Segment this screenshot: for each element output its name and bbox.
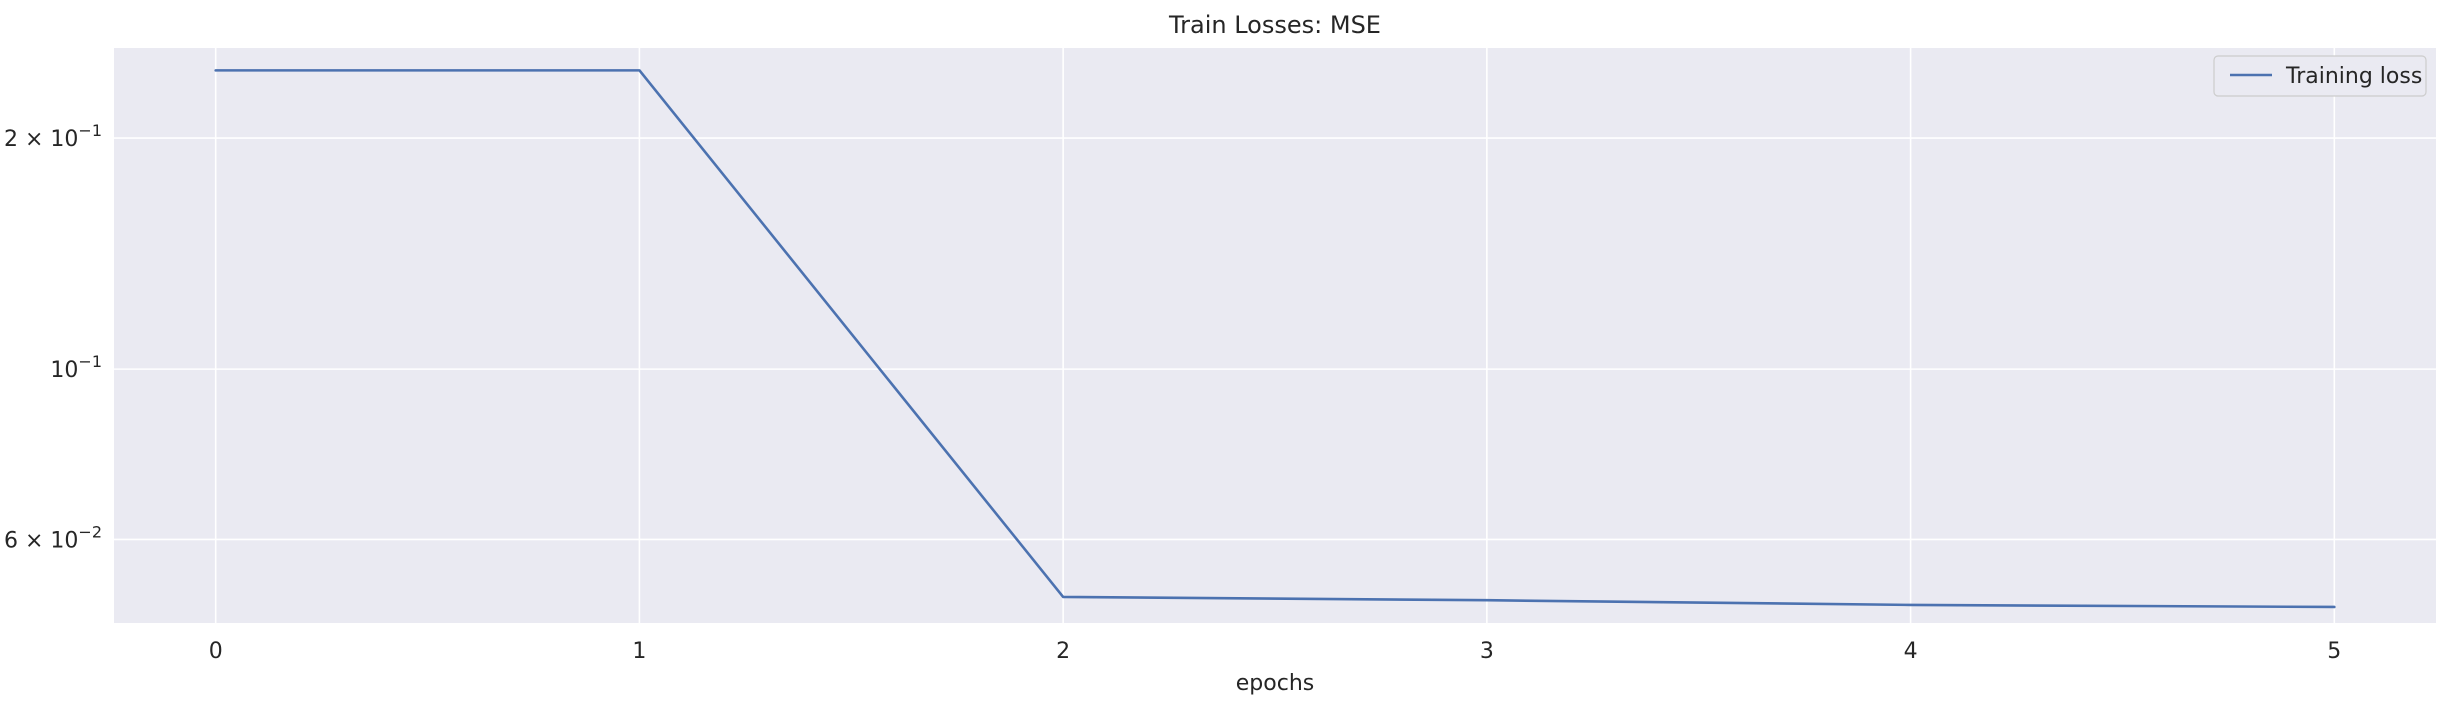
- y-tick-label: 10−1: [50, 352, 102, 383]
- x-axis-label: epochs: [1236, 671, 1314, 696]
- x-tick-label: 2: [1056, 639, 1070, 664]
- x-tick-labels: 0 1 2 3 4 5: [209, 639, 2342, 664]
- x-tick-label: 3: [1480, 639, 1494, 664]
- series-line: [214, 69, 2336, 609]
- y-tick-label: 6 × 10−2: [4, 522, 102, 553]
- x-gridlines: [214, 48, 2336, 623]
- y-gridlines: [114, 137, 2436, 541]
- legend-box: [2213, 55, 2427, 97]
- x-tick-label: 1: [632, 639, 646, 664]
- x-tick-label: 4: [1904, 639, 1918, 664]
- y-tick-label: 2 × 10−1: [4, 121, 102, 152]
- legend: Training loss: [2213, 55, 2427, 97]
- plot-area: [114, 48, 2436, 623]
- y-tick-labels: 2 × 10−1 10−1 6 × 10−2: [4, 121, 102, 553]
- chart-title: Train Losses: MSE: [1168, 11, 1381, 39]
- x-tick-label: 5: [2327, 639, 2341, 664]
- legend-label: Training loss: [2285, 64, 2422, 89]
- x-tick-label: 0: [209, 639, 223, 664]
- series-layer: [214, 69, 2336, 609]
